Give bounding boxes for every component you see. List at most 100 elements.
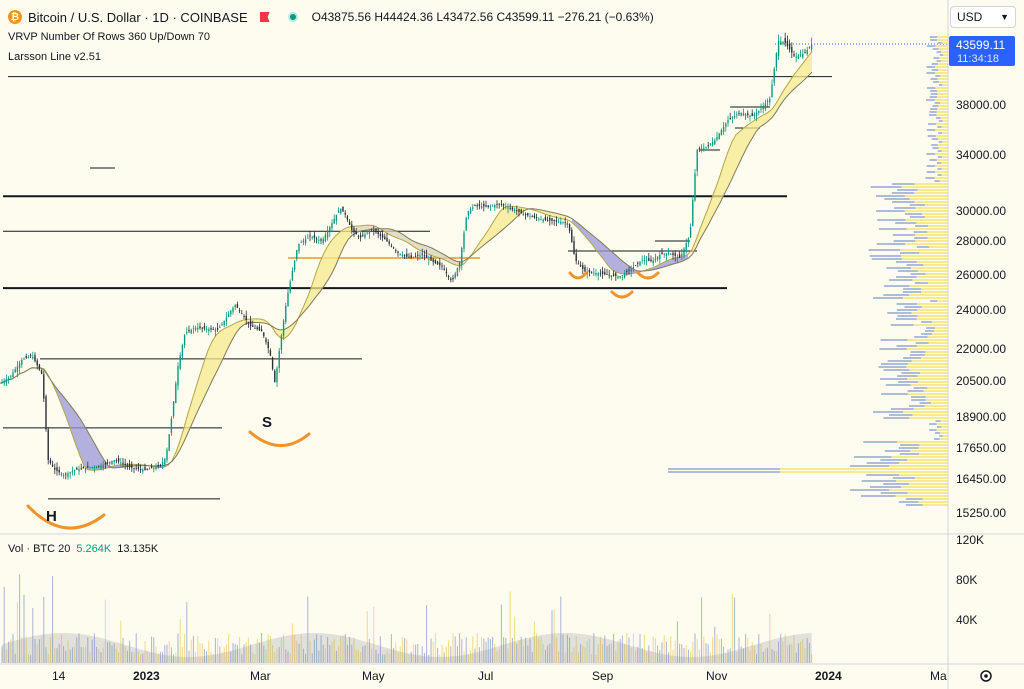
flag-icon[interactable] [259,12,270,22]
candle-body [540,219,542,220]
vrvp-bar [919,453,948,455]
currency-select[interactable]: USD ▼ [950,6,1016,28]
bearish-band [572,218,688,275]
candle-body [258,326,261,331]
vrvp-bar [935,87,948,89]
candle-body [777,41,780,56]
candle-body [465,217,467,231]
candle-body [390,245,393,247]
candle-body [100,465,102,469]
vrvp-bar [937,300,948,302]
candle-body [254,327,256,329]
vrvp-bar [889,279,913,281]
vrvp-bar [934,438,940,440]
candle-body [351,224,353,231]
vrvp-bar [898,474,948,476]
candle-body [313,235,316,239]
candle-body [623,273,626,278]
vrvp-bar [892,234,915,236]
vrvp-bar [897,315,918,317]
bullish-band [692,51,812,255]
vrvp-bar [938,63,948,65]
symbol-title[interactable]: Bitcoin / U.S. Dollar · 1D · COINBASE [28,9,248,25]
candle-body [478,204,481,206]
vrvp-bar [926,66,936,68]
vrvp-bar [937,36,948,38]
vrvp-bar [907,339,948,341]
candle-body [795,56,797,58]
vrvp-bar [909,369,948,371]
candle-body [333,218,335,224]
candle-body [27,356,30,358]
vrvp-bar [881,363,908,365]
candle-body [320,239,322,241]
candle-body [562,222,564,224]
vrvp-bar [906,228,948,230]
candle-body [113,459,115,462]
candle-body [23,358,25,360]
candle-body [648,258,650,261]
vrvp-bar [849,465,890,467]
vrvp-bar [883,294,910,296]
candle-body [423,255,426,257]
candle-body [172,401,175,417]
vrvp-bar [930,93,938,95]
vrvp-bar [907,492,948,494]
candle-body [401,254,404,257]
vrvp-bar [900,444,920,446]
vrvp-bar [883,483,910,485]
vrvp-indicator-label[interactable]: VRVP Number Of Rows 360 Up/Down 70 [8,31,210,43]
vrvp-bar [873,411,904,413]
candle-body [144,467,146,470]
gear-icon[interactable] [980,670,992,682]
candle-body [597,273,599,276]
candle-body [461,247,463,266]
vrvp-bar [926,165,936,167]
bullish-band [168,226,352,466]
candle-body [747,113,749,115]
candle-body [582,265,584,269]
volume-label[interactable]: Vol · BTC 20 [8,543,71,555]
larsson-indicator-label[interactable]: Larsson Line v2.51 [8,51,101,63]
vrvp-bar [869,486,902,488]
vrvp-bar [934,180,940,182]
vrvp-bar [928,114,937,116]
vrvp-bar [887,312,912,314]
candle-body [722,126,725,132]
vrvp-bar [916,276,948,278]
candle-body [388,241,390,244]
vrvp-bar [907,459,948,461]
candle-body [549,217,551,221]
right-shoulder-label: S [262,414,272,431]
vrvp-bar [937,96,948,98]
candle-body [773,68,775,83]
larsson-slow-line [0,71,813,469]
vrvp-bar [914,183,948,185]
vrvp-bar [938,48,948,50]
vrvp-bar [925,351,948,353]
vrvp-bar [905,219,948,221]
vrvp-bar [930,402,948,404]
vrvp-bar [937,39,948,41]
vrvp-bar [918,447,948,449]
vrvp-bar [938,132,943,134]
vrvp-bar [937,108,948,110]
vrvp-bar [934,177,948,179]
candle-body [131,464,133,468]
vrvp-bar [780,471,948,473]
candle-body [560,221,562,224]
price-tick-label: 18900.00 [956,410,1006,424]
vrvp-bar [668,471,780,473]
currency-label: USD [957,10,983,24]
candle-body [692,199,694,226]
vrvp-bar [915,342,929,344]
candle-body [155,467,157,470]
candle-body [109,461,111,464]
candle-body [353,227,355,233]
candle-body [128,464,131,468]
candle-body [43,374,45,399]
vrvp-bar [860,495,896,497]
candle-body [731,117,734,119]
vrvp-bar [917,315,948,317]
